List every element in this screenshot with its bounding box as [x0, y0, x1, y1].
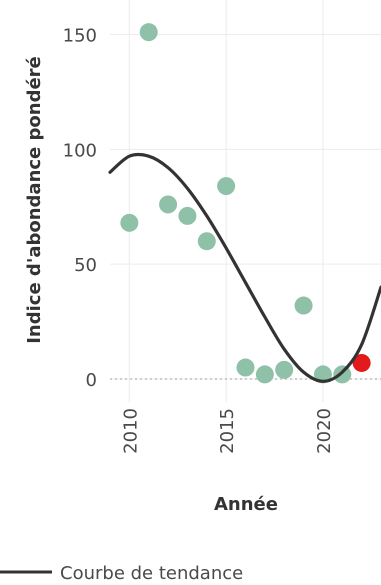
trend-curve: [108, 152, 381, 383]
legend-label-trend: Courbe de tendance: [60, 563, 243, 584]
x-tick-label: 2020: [314, 408, 335, 454]
y-tick-label: 100: [63, 140, 97, 161]
data-point: [120, 213, 139, 232]
data-point: [313, 365, 332, 384]
data-point: [178, 206, 197, 225]
x-axis-title: Année: [214, 494, 278, 515]
data-point: [236, 358, 255, 377]
trend-line: [108, 152, 381, 383]
data-points: [120, 23, 371, 384]
x-axis-ticks: 2010 2015 2020: [120, 408, 335, 454]
legend: Courbe de tendance: [0, 563, 243, 584]
data-point: [197, 232, 216, 251]
data-point: [333, 365, 352, 384]
y-tick-label: 150: [63, 25, 97, 46]
data-point: [275, 360, 294, 379]
data-point: [159, 195, 178, 214]
y-axis-title: Indice d'abondance pondéré: [24, 56, 45, 344]
y-axis-ticks: 0 50 100 150: [63, 25, 97, 391]
data-point: [352, 353, 371, 372]
y-tick-label: 50: [74, 255, 97, 276]
grid-lines: [110, 0, 381, 402]
data-point: [294, 296, 313, 315]
data-point: [139, 23, 158, 42]
x-tick-label: 2010: [120, 408, 141, 454]
x-tick-label: 2015: [217, 408, 238, 454]
data-point: [255, 365, 274, 384]
y-tick-label: 0: [86, 370, 97, 391]
data-point: [217, 177, 236, 196]
